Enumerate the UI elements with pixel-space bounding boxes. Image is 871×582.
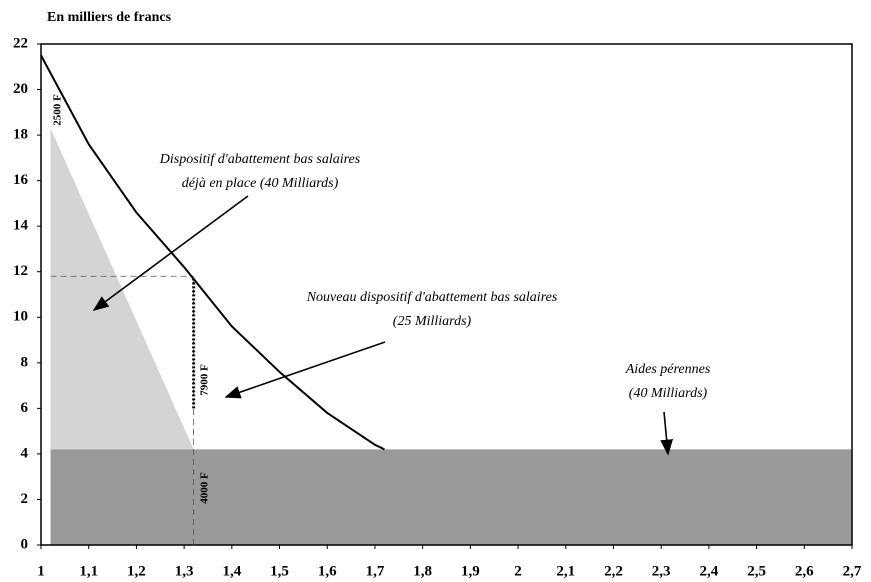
annotation: Aides pérennes	[625, 362, 711, 377]
x-tick-label: 2	[514, 563, 522, 579]
x-tick-label: 1,3	[175, 563, 194, 579]
y-tick-label: 18	[13, 127, 28, 143]
y-tick-label: 20	[13, 81, 28, 97]
y-tick-label: 4	[21, 445, 29, 461]
x-tick-label: 2,4	[700, 563, 719, 579]
chart-title: En milliers de francs	[47, 10, 172, 25]
y-tick-label: 12	[13, 263, 28, 279]
annotation: (25 Milliards)	[393, 314, 472, 329]
x-tick-label: 2,2	[604, 563, 623, 579]
x-tick-label: 1	[37, 563, 45, 579]
value-note: 7900 F	[199, 364, 211, 396]
line	[40, 54, 385, 451]
x-tick-label: 1,2	[127, 563, 146, 579]
x-tick-label: 1,1	[79, 563, 98, 579]
x-tick-label: 1,8	[413, 563, 432, 579]
y-tick-label: 22	[13, 35, 28, 51]
area	[50, 128, 194, 450]
x-tick-label: 1,4	[222, 563, 241, 579]
y-tick-label: 16	[13, 172, 29, 188]
value-note: 2500 F	[52, 94, 64, 126]
arrow	[224, 341, 386, 399]
y-tick-label: 8	[21, 354, 29, 370]
x-tick-label: 2,3	[652, 563, 671, 579]
annotation: (40 Milliards)	[629, 386, 708, 401]
plot-frame	[40, 43, 853, 546]
x-tick-label: 2,7	[843, 563, 862, 579]
y-tick-label: 10	[13, 309, 28, 325]
arrow	[92, 195, 249, 311]
x-tick-label: 1,6	[318, 563, 337, 579]
annotation: Nouveau dispositif d'abattement bas sala…	[306, 290, 558, 305]
annotation: Dispositif d'abattement bas salaires	[159, 152, 361, 167]
x-tick-label: 1,7	[366, 563, 385, 579]
annotation: déjà en place (40 Milliards)	[182, 176, 339, 191]
y-tick-label: 2	[21, 491, 29, 507]
x-tick-label: 2,1	[556, 563, 575, 579]
x-tick-label: 2,5	[747, 563, 766, 579]
area	[50, 449, 852, 545]
y-tick-label: 14	[13, 218, 29, 234]
y-tick-label: 6	[21, 400, 29, 416]
x-tick-label: 2,6	[795, 563, 814, 579]
y-tick-label: 0	[21, 536, 29, 552]
arrow	[660, 411, 674, 456]
x-tick-label: 1,5	[270, 563, 289, 579]
x-tick-label: 1,9	[461, 563, 480, 579]
value-note: 4000 F	[199, 472, 211, 504]
